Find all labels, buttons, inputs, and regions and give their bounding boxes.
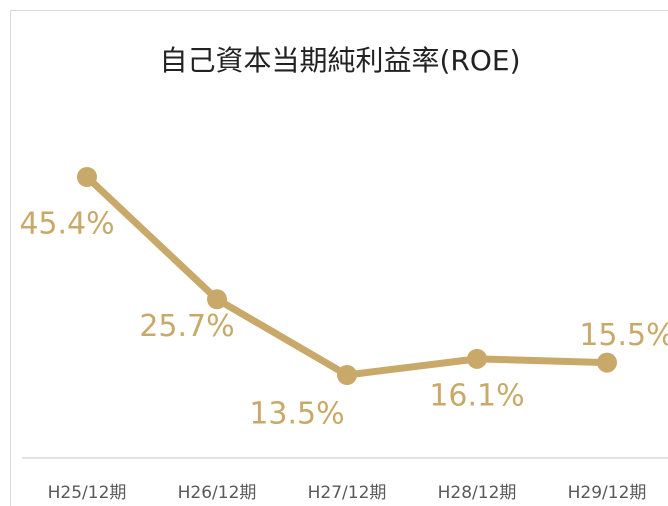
data-label: 13.5% xyxy=(249,397,344,432)
point xyxy=(467,348,487,369)
point xyxy=(597,352,617,373)
point xyxy=(207,289,227,310)
data-label: 45.4% xyxy=(19,207,114,242)
x-tick-label: H26/12期 xyxy=(178,483,257,503)
point xyxy=(337,365,357,385)
x-tick-label: H27/12期 xyxy=(308,483,387,503)
chart-frame xyxy=(10,10,668,506)
x-tick-label: H29/12期 xyxy=(568,483,647,503)
chart-title: 自己資本当期純利益率(ROE) xyxy=(159,44,520,77)
data-label: 15.5% xyxy=(579,318,668,353)
x-tick-label: H25/12期 xyxy=(48,483,127,503)
data-label: 25.7% xyxy=(139,309,234,344)
point xyxy=(77,167,97,187)
data-label: 16.1% xyxy=(429,378,524,413)
x-tick-label: H28/12期 xyxy=(438,483,517,503)
